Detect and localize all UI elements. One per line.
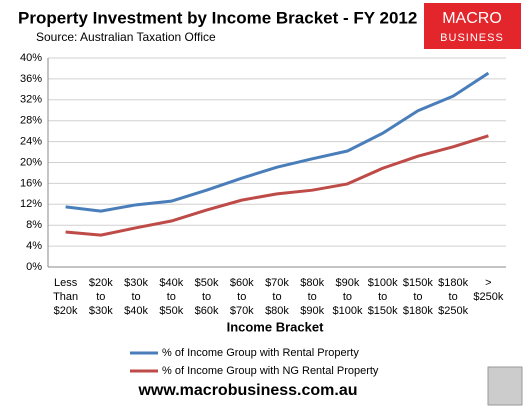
logo-image bbox=[487, 366, 523, 406]
y-tick-label: 32% bbox=[20, 94, 42, 106]
x-tick-label: $180k bbox=[403, 305, 433, 317]
x-tick-label: to bbox=[413, 291, 422, 303]
x-tick-label: $100k bbox=[332, 305, 362, 317]
logo-text: BUSINESS bbox=[440, 32, 504, 44]
x-tick-label: $40k bbox=[159, 277, 183, 289]
x-tick-label: to bbox=[202, 291, 211, 303]
chart-subtitle: Source: Australian Taxation Office bbox=[36, 30, 216, 44]
x-tick-label: to bbox=[96, 291, 105, 303]
x-tick-label: $80k bbox=[300, 277, 324, 289]
y-tick-label: 20% bbox=[20, 156, 42, 168]
x-tick-label: $250k bbox=[438, 305, 468, 317]
x-tick-label: $150k bbox=[403, 277, 433, 289]
x-tick-label: to bbox=[131, 291, 140, 303]
x-tick-label: $30k bbox=[89, 305, 113, 317]
x-tick-label: to bbox=[378, 291, 387, 303]
x-axis-label: Income Bracket bbox=[227, 319, 324, 334]
y-tick-label: 16% bbox=[20, 177, 42, 189]
y-tick-label: 4% bbox=[26, 240, 42, 252]
x-tick-label: $70k bbox=[265, 277, 289, 289]
x-tick-label: to bbox=[308, 291, 317, 303]
y-tick-label: 36% bbox=[20, 73, 42, 85]
x-tick-label: $150k bbox=[368, 305, 398, 317]
series-line bbox=[65, 134, 489, 237]
x-tick-label: $20k bbox=[54, 305, 78, 317]
x-tick-label: $50k bbox=[195, 277, 219, 289]
x-tick-label: to bbox=[237, 291, 246, 303]
x-tick-label: to bbox=[167, 291, 176, 303]
y-tick-label: 40% bbox=[20, 52, 42, 64]
x-tick-label: $40k bbox=[124, 305, 148, 317]
y-tick-label: 28% bbox=[20, 115, 42, 127]
x-tick-label: Than bbox=[53, 291, 78, 303]
logo-box bbox=[424, 3, 521, 49]
x-tick-label: $70k bbox=[230, 305, 254, 317]
x-tick-label: $180k bbox=[438, 277, 468, 289]
x-tick-label: $60k bbox=[230, 277, 254, 289]
x-tick-label: Less bbox=[54, 277, 78, 289]
x-tick-label: $90k bbox=[336, 277, 360, 289]
x-tick-label: $30k bbox=[124, 277, 148, 289]
footer: www.macrobusiness.com.au bbox=[137, 382, 357, 399]
x-tick-label: $250k bbox=[473, 291, 503, 303]
x-tick-label: $20k bbox=[89, 277, 113, 289]
legend-label: % of Income Group with NG Rental Propert… bbox=[162, 365, 379, 377]
logo-text: MACRO bbox=[442, 10, 502, 27]
x-tick-label: $60k bbox=[195, 305, 219, 317]
y-tick-label: 0% bbox=[26, 261, 42, 273]
chart-title: Property Investment by Income Bracket - … bbox=[18, 8, 417, 27]
x-tick-label: to bbox=[343, 291, 352, 303]
y-tick-label: 24% bbox=[20, 136, 42, 148]
x-tick-label: to bbox=[449, 291, 458, 303]
x-tick-label: to bbox=[272, 291, 281, 303]
x-tick-label: > bbox=[485, 277, 491, 289]
x-tick-label: $100k bbox=[368, 277, 398, 289]
series-line bbox=[65, 71, 490, 213]
legend-label: % of Income Group with Rental Property bbox=[162, 347, 359, 359]
x-tick-label: $90k bbox=[300, 305, 324, 317]
x-tick-label: $80k bbox=[265, 305, 289, 317]
y-tick-label: 12% bbox=[20, 198, 42, 210]
y-tick-label: 8% bbox=[26, 219, 42, 231]
x-tick-label: $50k bbox=[159, 305, 183, 317]
